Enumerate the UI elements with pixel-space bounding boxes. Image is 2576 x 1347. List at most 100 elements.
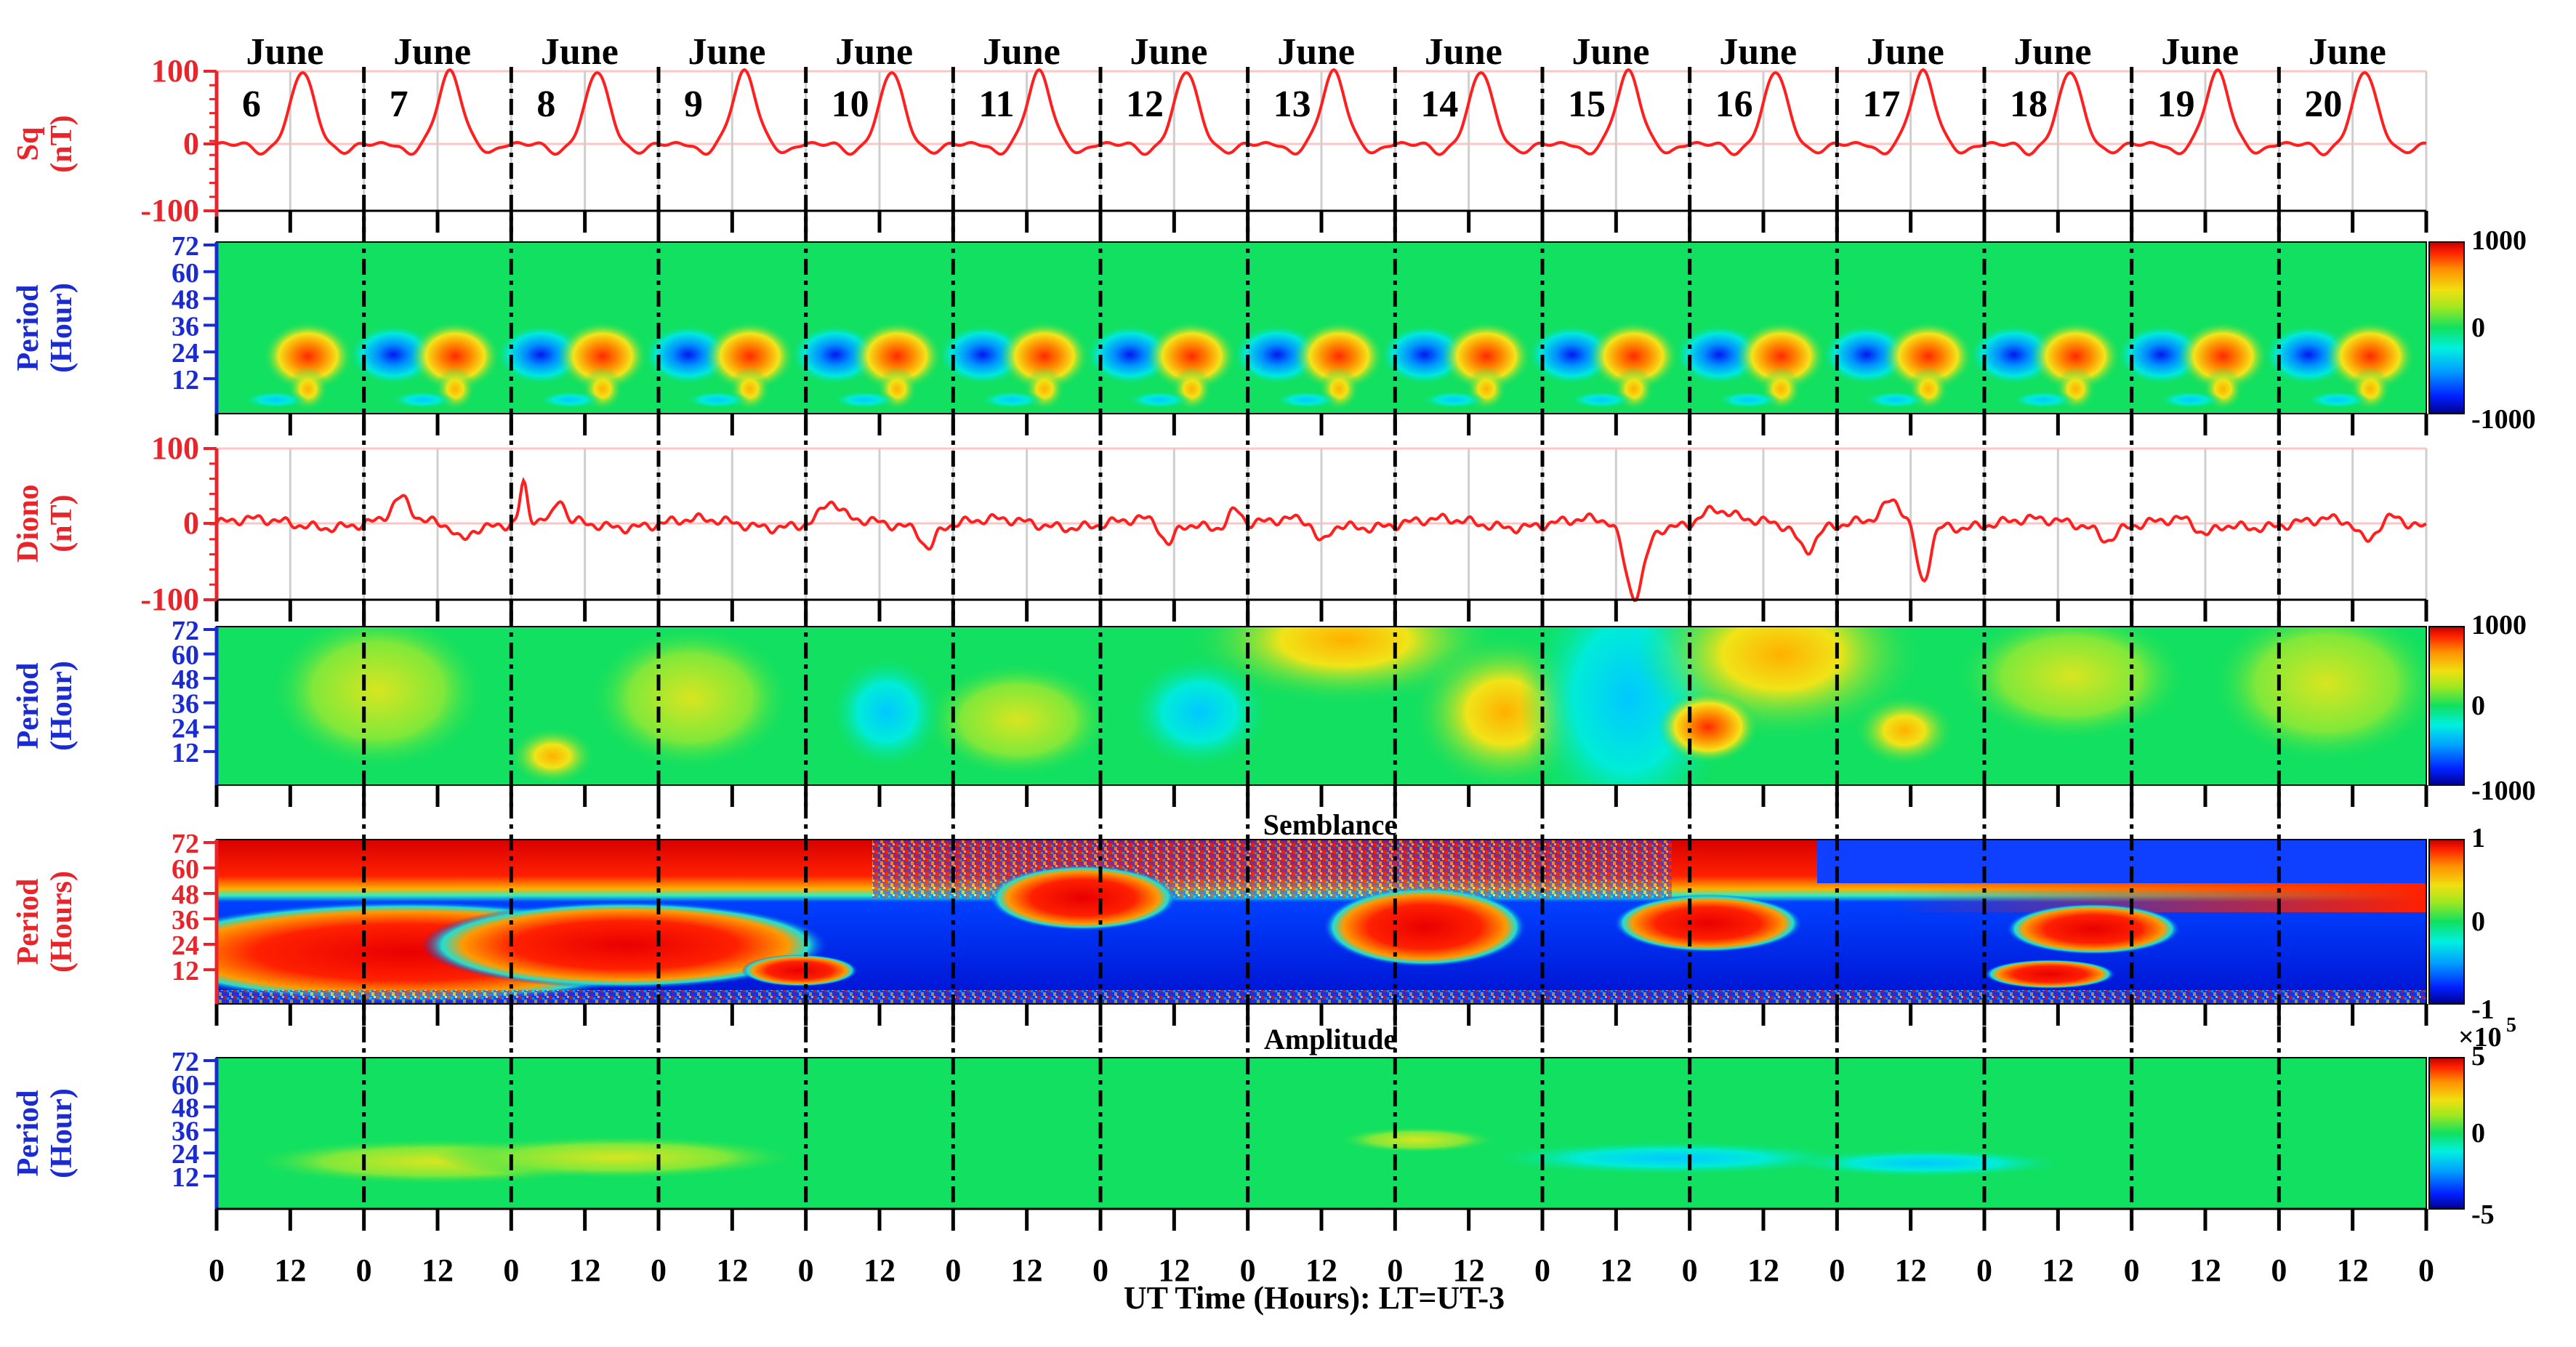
day-number-label: 13: [1273, 84, 1311, 125]
y-tick-label: 72: [172, 829, 199, 859]
x-tick-label: 0: [1534, 1252, 1550, 1288]
wavelet-low-period: [1568, 391, 1634, 409]
diono-wavelet-cells: [269, 627, 2426, 785]
colorbar-tick-label: 0: [2471, 906, 2485, 937]
x-tick-label: 0: [1387, 1252, 1403, 1288]
y-tick-label: 24: [172, 338, 199, 369]
x-tick-label: 12: [1453, 1252, 1485, 1288]
day-month-label: June: [246, 31, 324, 73]
x-tick-label: 0: [1682, 1252, 1698, 1288]
day-number-label: 19: [2157, 84, 2195, 125]
y-tick-label: 72: [172, 616, 199, 646]
wavelet-low-period: [242, 391, 308, 409]
day-month-label: June: [1425, 31, 1502, 73]
wavelet-maximum-cell: [1736, 321, 1827, 391]
x-tick-label: 0: [209, 1252, 225, 1288]
wavelet-maximum-cell: [410, 321, 501, 391]
day-month-label: June: [541, 31, 619, 73]
amplitude-panel: Amplitude: [216, 1023, 2427, 1210]
wavelet-maximum-cell: [557, 321, 648, 391]
day-month-label: June: [1277, 31, 1355, 73]
day-month-label: June: [1719, 31, 1797, 73]
day-month-label: June: [1572, 31, 1650, 73]
wavelet-low-period: [2157, 391, 2223, 409]
wavelet-low-period: [1420, 391, 1486, 409]
y-tick-label: 48: [172, 1093, 199, 1124]
wavelet-maximum-cell: [1441, 321, 1531, 391]
x-tick-label: 12: [1305, 1252, 1337, 1288]
y-tick-label: 36: [172, 1116, 199, 1146]
y-axis-title: Diono: [12, 484, 45, 562]
x-tick-label: 0: [1976, 1252, 1992, 1288]
wavelet-maximum-cell: [2178, 321, 2269, 391]
wavelet-low-period: [390, 391, 456, 409]
y-axis-title: (Hour): [45, 1088, 79, 1178]
day-number-label: 14: [1420, 84, 1458, 125]
x-tick-labels: 0 12 0 12 0 12 0 12 0 12 0 12 0 12 0 12 0 12 0 12 0 12 0 12 0 12 0…: [209, 1252, 2434, 1288]
colorbar-tick-label: 1: [2471, 823, 2485, 853]
x-tick-label: 12: [274, 1252, 306, 1288]
y-tick-label: 60: [172, 1070, 199, 1101]
x-tick-label: 12: [1158, 1252, 1190, 1288]
y-tick-label: 24: [172, 930, 199, 961]
x-tick-label: 12: [422, 1252, 454, 1288]
wavelet-maximum-cell: [1588, 321, 1679, 391]
y-tick-label: 0: [183, 505, 199, 541]
wavelet-maximum-cell: [1294, 321, 1385, 391]
y-tick-label: 48: [172, 285, 199, 315]
y-axis-title: (nT): [45, 115, 79, 172]
y-tick-label: 72: [172, 1047, 199, 1077]
y-tick-label: 60: [172, 258, 199, 289]
x-tick-label: 12: [1600, 1252, 1632, 1288]
x-tick-label: 0: [2418, 1252, 2434, 1288]
diono-panel: [215, 447, 2428, 603]
wavelet-low-period: [1273, 391, 1340, 409]
x-tick-marks: [214, 211, 2428, 1231]
x-tick-label: 0: [503, 1252, 519, 1288]
colorbar-tick-label: -1: [2471, 994, 2495, 1025]
y-tick-label: 0: [183, 126, 199, 161]
semblance-cells: [217, 840, 2426, 1004]
x-tick-label: 0: [2124, 1252, 2140, 1288]
y-axis-title: (nT): [45, 494, 79, 552]
y-tick-label: -100: [140, 193, 199, 228]
day-number-label: 20: [2304, 84, 2342, 125]
wavelet-maximum-cell: [1146, 321, 1237, 391]
colorbar: [2428, 1057, 2465, 1210]
day-month-label: June: [835, 31, 913, 73]
colorbar-multiplier: ×10: [2458, 1022, 2502, 1053]
x-tick-label: 12: [864, 1252, 895, 1288]
y-axis-title: Period: [12, 1090, 45, 1177]
day-labels: June 6 June 7 June 8 June 9 June 10 June 11 June 12 Ju…: [242, 31, 2386, 125]
x-tick-label: 12: [1895, 1252, 1927, 1288]
x-tick-label: 0: [1240, 1252, 1256, 1288]
day-number-label: 18: [2010, 84, 2048, 125]
day-month-label: June: [688, 31, 766, 73]
wavelet-maximum-cell: [2030, 321, 2121, 391]
day-number-label: 17: [1862, 84, 1900, 125]
day-month-label: June: [1130, 31, 1208, 73]
y-tick-label: 24: [172, 713, 199, 744]
y-tick-label: -100: [140, 582, 199, 617]
y-tick-label: 12: [172, 1162, 199, 1193]
colorbar-multiplier-exponent: 5: [2506, 1014, 2516, 1037]
wavelet-low-period: [2010, 391, 2076, 409]
y-tick-label: 36: [172, 311, 199, 342]
day-month-label: June: [2014, 31, 2092, 73]
y-axis-title: Sq: [12, 127, 45, 161]
wavelet-low-period: [536, 391, 603, 409]
x-tick-label: 12: [1747, 1252, 1779, 1288]
day-number-label: 16: [1715, 84, 1753, 125]
y-axis-title: Period: [12, 879, 45, 965]
day-month-label: June: [393, 31, 471, 73]
x-tick-label: 0: [798, 1252, 814, 1288]
x-tick-label: 0: [1829, 1252, 1845, 1288]
wavelet-maximum-cell: [704, 321, 795, 391]
day-number-label: 9: [684, 84, 703, 125]
y-axis-title: (Hours): [45, 871, 79, 973]
day-month-label: June: [1867, 31, 1944, 73]
x-tick-label: 12: [1011, 1252, 1043, 1288]
colorbar-tick-label: -1000: [2471, 404, 2536, 435]
